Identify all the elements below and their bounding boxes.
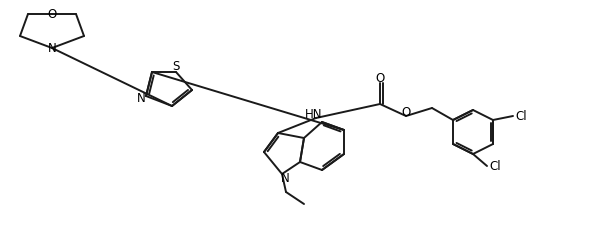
Text: Cl: Cl <box>489 159 501 173</box>
Text: HN: HN <box>305 108 323 121</box>
Text: O: O <box>375 71 384 84</box>
Text: N: N <box>281 173 290 186</box>
Text: O: O <box>47 8 57 21</box>
Text: N: N <box>48 41 57 54</box>
Text: N: N <box>136 92 145 106</box>
Text: Cl: Cl <box>515 109 527 122</box>
Text: S: S <box>172 60 179 74</box>
Text: O: O <box>401 106 411 120</box>
